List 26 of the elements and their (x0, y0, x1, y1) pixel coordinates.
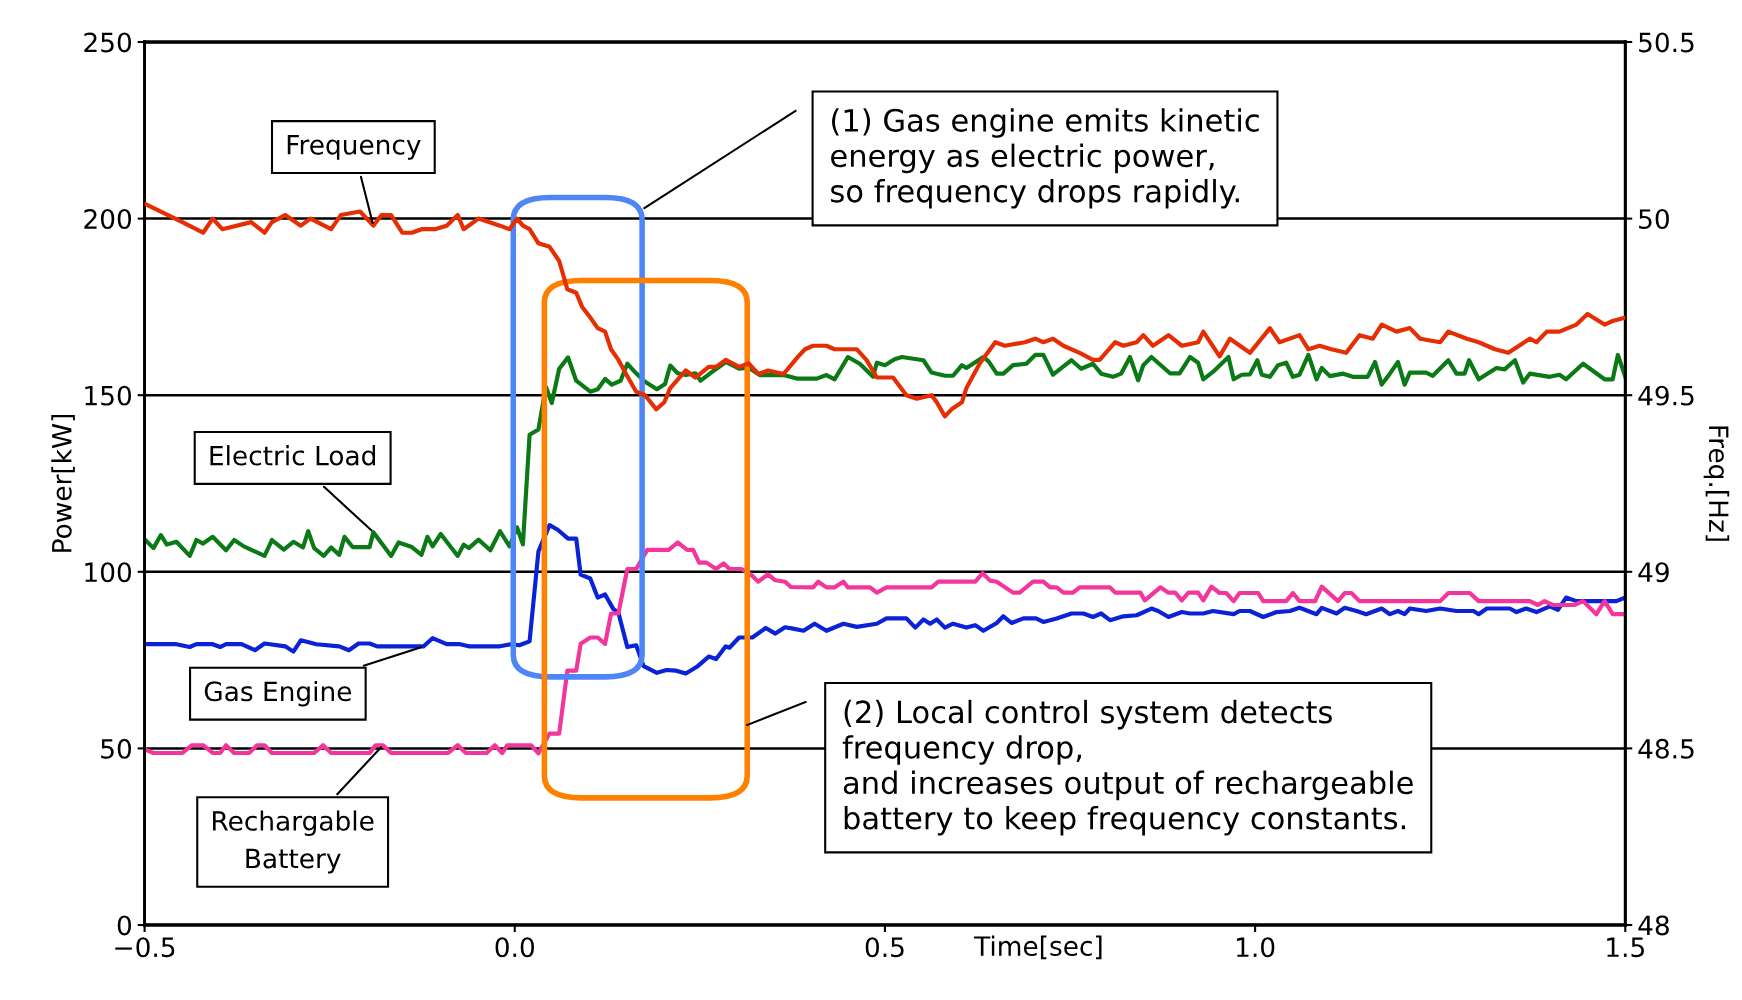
y-tick-label: 250 (84, 32, 132, 53)
y2-tick-label: 48 (1638, 915, 1669, 936)
y-tick-label: 150 (85, 385, 132, 406)
y-tick-label: 200 (84, 209, 132, 229)
y-tick-label: 50 (101, 738, 132, 759)
y-tick-label: 100 (85, 562, 132, 583)
y2-tick-label: 50.5 (1639, 32, 1694, 53)
y2-axis-title: Freq.[Hz] (1703, 426, 1730, 541)
annotation: (2) Local control system detects frequency drop, and increases output of rechargeable battery to keep frequency constants. (842, 699, 1413, 836)
y-tick-label: 0 (117, 915, 132, 936)
x-tick-label: 1.5 (1607, 937, 1644, 958)
y2-tick-label: 50 (1639, 209, 1669, 229)
text: Electric Load (210, 445, 375, 466)
y-axis-title: Power[kW] (51, 414, 75, 552)
x-tick-label: −0.5 (115, 937, 175, 958)
y2-tick-label: 49 (1638, 562, 1669, 583)
x-tick-label: 1.0 (1237, 937, 1275, 958)
text: Rechargable Battery (213, 810, 374, 874)
text: Frequency (287, 135, 421, 160)
series-label: Gas Engine (204, 680, 352, 707)
y2-tick-label: 49.5 (1638, 385, 1694, 406)
x-axis-title: Time[sec] (974, 935, 1102, 960)
x-tick-label: 0.5 (865, 937, 904, 958)
y2-tick-label: 48.5 (1638, 738, 1694, 759)
annotation: (1) Gas engine emits kinetic energy as electric power, so frequency drops rapidly. (831, 108, 1259, 209)
x-tick-label: 0.0 (495, 937, 534, 958)
